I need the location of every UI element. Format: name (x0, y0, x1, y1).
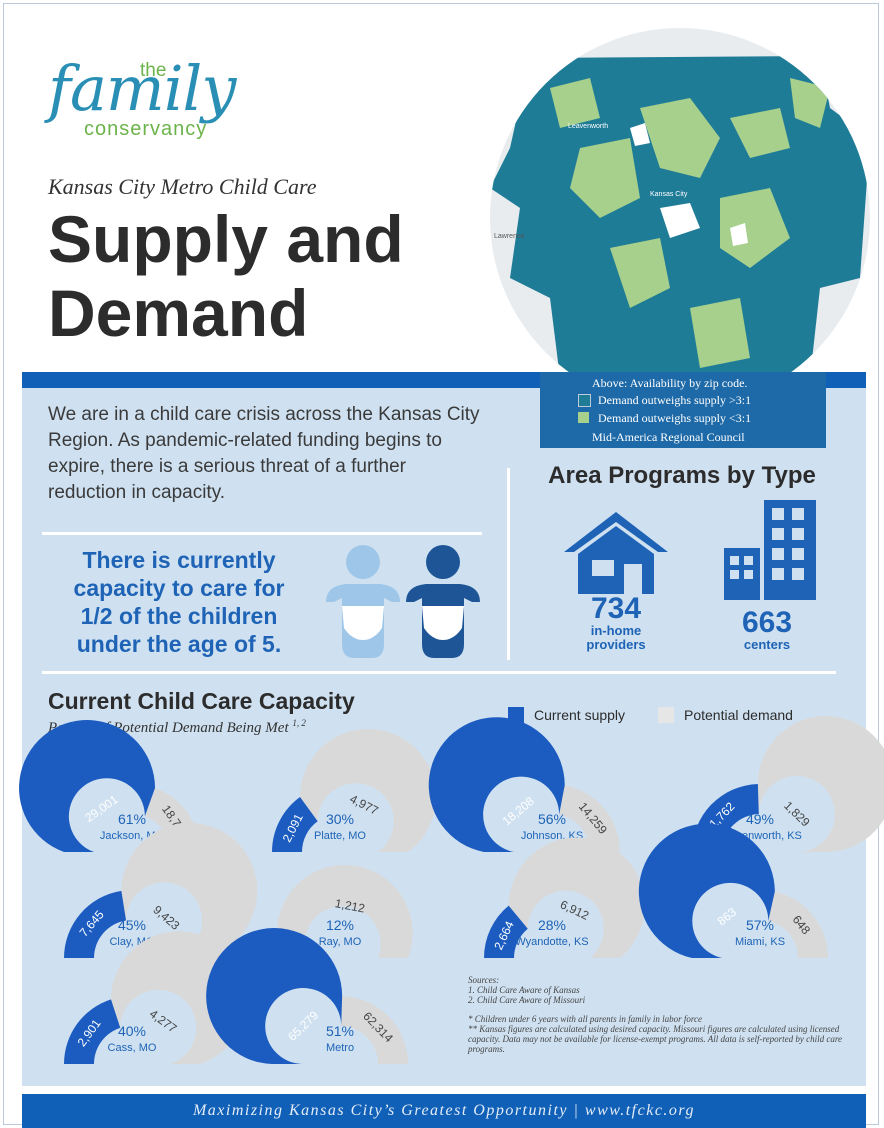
gauge-potential-arc (508, 837, 645, 958)
in-home-label-line: in-home (590, 623, 642, 638)
map-legend-title: Above: Availability by zip code. (592, 376, 748, 390)
gauge-region-label: Metro (326, 1042, 354, 1054)
gauge-region-label: Wyandotte, KS (515, 936, 588, 948)
map-legend-source: Mid-America Regional Council (592, 430, 745, 444)
gauge-percent: 56% (538, 811, 566, 827)
intro-text: We are in a child care crisis across the… (48, 404, 480, 503)
legend-current: Current supply (534, 707, 626, 723)
sources-heading: Sources: (468, 975, 500, 985)
gauge-current-arc (484, 905, 528, 958)
title-line-1: Supply and (48, 202, 404, 276)
gauge-potential-value: 1,829 (781, 798, 813, 829)
source-item: 2. Child Care Aware of Missouri (468, 995, 586, 1005)
capacity-section-title: Current Child Care Capacity (48, 688, 355, 714)
map-label-lawrence: Lawrence (494, 233, 524, 240)
capacity-line: There is currently (82, 547, 276, 573)
gauge-potential-arc (121, 822, 258, 958)
gauge-potential-arc (757, 716, 884, 852)
gauge-current-arc (206, 928, 343, 1064)
gauge-current-value: 863 (715, 905, 740, 929)
logo: family the conservancy (48, 52, 348, 152)
map-legend-high: Demand outweighs supply >3:1 (598, 393, 752, 407)
legend-swatch-high (578, 394, 591, 407)
gauge-potential-arc (276, 864, 413, 958)
map-label-leavenworth: Leavenworth (568, 123, 608, 130)
gauge-current-arc (19, 720, 156, 852)
footer-banner: Maximizing Kansas City’s Greatest Opport… (22, 1094, 866, 1128)
legend-swatch-potential (658, 707, 674, 723)
map-legend: Above: Availability by zip code. Demand … (540, 372, 826, 448)
legend-swatch-low (578, 412, 589, 423)
gauge-potential-value: 1,212 (334, 896, 366, 915)
gauge-percent: 51% (326, 1023, 354, 1039)
babies-icon (326, 545, 480, 658)
gauge-potential-arc (110, 931, 247, 1064)
logo-script: family (48, 52, 236, 125)
gauge-current-arc (272, 796, 318, 852)
building-icon (724, 500, 816, 600)
gauge-percent: 49% (746, 811, 774, 827)
capacity-line: under the age of 5. (76, 631, 282, 657)
subtitle-footnote: 1, 2 (292, 718, 306, 728)
legend-potential: Potential demand (684, 707, 793, 723)
gauge-current-arc (638, 823, 775, 958)
gauge-current-value: 65,279 (285, 1008, 321, 1044)
gauge-potential-value: 9,423 (150, 903, 182, 933)
footnote: ** Kansas figures are calculated using d… (468, 1024, 843, 1054)
gauge-current-value: 18,208 (500, 794, 537, 828)
gauge-current-value: 29,001 (82, 792, 120, 825)
sources-notes: Sources: 1. Child Care Aware of Kansas 2… (468, 975, 858, 1054)
gauge-current-arc (64, 999, 121, 1064)
gauge-region-label: Miami, KS (735, 936, 785, 948)
gauge-percent: 40% (118, 1023, 146, 1039)
gauge-percent: 61% (118, 811, 146, 827)
gauge-region-label: Cass, MO (108, 1042, 157, 1054)
divider (42, 532, 482, 535)
gauge-potential-arc (559, 785, 620, 852)
in-home-count: 734 (590, 592, 642, 625)
centers-count: 663 (741, 606, 793, 639)
title-line-2: Demand (48, 276, 309, 350)
capacity-callout: There is currently capacity to care for … (44, 546, 314, 658)
gauge-region-label: Platte, MO (314, 830, 366, 842)
gauge-percent: 28% (538, 917, 566, 933)
gauge-current-arc (64, 890, 127, 958)
gauge-region-label: Ray, MO (319, 936, 362, 948)
footnote: * Children under 6 years with all parent… (468, 1014, 702, 1024)
divider (42, 671, 836, 674)
page-subtitle: Kansas City Metro Child Care (48, 174, 317, 199)
gauge-potential-value: 4,277 (147, 1007, 180, 1036)
map-legend-low: Demand outweighs supply <3:1 (598, 411, 752, 425)
zip-availability-map: Leavenworth Kansas City Lawrence (490, 28, 870, 378)
logo-conservancy: conservancy (84, 118, 208, 140)
logo-the: the (140, 60, 167, 81)
gauge-percent: 45% (118, 917, 146, 933)
capacity-line: capacity to care for (73, 575, 285, 601)
gauge-percent: 12% (326, 917, 354, 933)
gauge-potential-arc (300, 728, 437, 852)
capacity-line: 1/2 of the children (80, 603, 278, 629)
house-icon (564, 512, 668, 594)
divider-vertical (507, 468, 510, 660)
source-item: 1. Child Care Aware of Kansas (468, 985, 580, 995)
programs-title: Area Programs by Type (548, 462, 816, 489)
gauge-percent: 30% (326, 811, 354, 827)
in-home-label: in-home providers (560, 624, 672, 652)
map-label-kansas-city: Kansas City (650, 191, 688, 198)
gauge-percent: 57% (746, 917, 774, 933)
gauge-potential-arc (341, 996, 408, 1064)
gauge-current-arc (428, 717, 565, 852)
in-home-label-line: providers (586, 637, 646, 652)
gauge-potential-arc (768, 891, 828, 958)
page-title: Supply and Demand (48, 202, 404, 350)
centers-label: centers (743, 637, 791, 652)
